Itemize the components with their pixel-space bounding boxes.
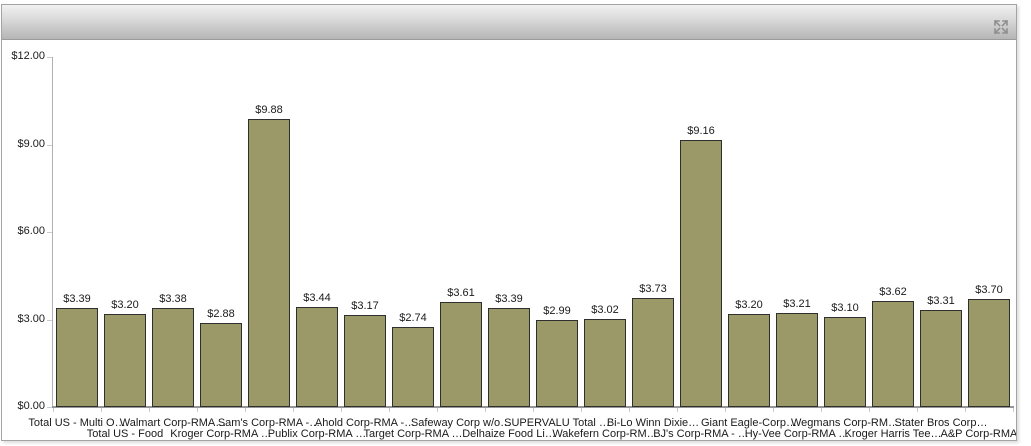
bar-value-label: $9.88 [255, 103, 283, 116]
x-axis-tick [53, 408, 54, 412]
bar-value-label: $3.17 [351, 299, 379, 312]
bar-value-label: $3.20 [735, 298, 763, 311]
bar-value-label: $3.20 [111, 298, 139, 311]
x-axis-label: Wakefern Corp-RM… [552, 428, 658, 440]
x-axis-label: Stater Bros Corp… [894, 417, 988, 429]
x-axis-label: Sam's Corp-RMA -… [217, 417, 321, 429]
x-axis-label: Total US - Multi O… [28, 417, 126, 429]
x-axis-tick [965, 408, 966, 412]
bar[interactable] [776, 313, 818, 407]
y-axis-tick [47, 320, 52, 321]
x-axis-tick [485, 408, 486, 412]
y-axis-tick-label: $3.00 [17, 313, 45, 325]
x-axis-tick [197, 408, 198, 412]
x-axis-tick [869, 408, 870, 412]
y-axis-tick-label: $9.00 [17, 138, 45, 150]
x-axis-label: Wegmans Corp-RM… [791, 417, 899, 429]
x-axis-tick [293, 408, 294, 412]
bar[interactable] [248, 118, 290, 407]
x-axis-tick [149, 408, 150, 412]
bar-value-label: $2.74 [399, 312, 427, 325]
bar[interactable] [872, 301, 914, 407]
x-axis-tick [677, 408, 678, 412]
bar-value-label: $3.70 [975, 284, 1003, 297]
bar[interactable] [632, 298, 674, 407]
maximize-button[interactable] [992, 18, 1010, 36]
bar-value-label: $3.62 [879, 286, 907, 299]
x-axis-label: BJ's Corp-RMA - … [653, 428, 749, 440]
x-axis-label: Publix Corp-RMA … [267, 428, 367, 440]
x-axis-tick [917, 408, 918, 412]
x-axis-tick [389, 408, 390, 412]
y-axis-tick [47, 407, 52, 408]
x-axis-label: Bi-Lo Winn Dixie… [606, 417, 700, 429]
bar[interactable] [56, 308, 98, 407]
x-axis-tick [533, 408, 534, 412]
bar[interactable] [440, 301, 482, 407]
x-axis-label: Total US - Food [86, 428, 164, 440]
bar[interactable] [728, 313, 770, 407]
x-axis-label: Ahold Corp-RMA -… [314, 417, 416, 429]
bar-value-label: $3.73 [639, 283, 667, 296]
bar[interactable] [392, 327, 434, 407]
x-axis-label: SUPERVALU Total … [504, 417, 610, 429]
bar-chart: $0.00 $3.00 $6.00 $9.00 $12.00 $3.39 Total US … [2, 5, 1016, 440]
bar[interactable] [344, 314, 386, 407]
panel-header [2, 5, 1016, 40]
bar-value-label: $3.31 [927, 295, 955, 308]
y-axis-tick [47, 232, 52, 233]
x-axis-tick [773, 408, 774, 412]
bar-value-label: $3.61 [447, 286, 475, 299]
y-axis-tick-label: $6.00 [17, 225, 45, 237]
x-axis-tick [245, 408, 246, 412]
y-axis-tick-label: $12.00 [11, 50, 45, 62]
bar-value-label: $3.39 [63, 293, 91, 306]
bar-value-label: $3.21 [783, 298, 811, 311]
y-axis-tick [47, 145, 52, 146]
bar[interactable] [152, 308, 194, 407]
dashboard-panel: $0.00 $3.00 $6.00 $9.00 $12.00 $3.39 Total US … [1, 4, 1017, 441]
bar-value-label: $3.39 [495, 293, 523, 306]
bar[interactable] [584, 318, 626, 407]
bar-value-label: $3.38 [159, 293, 187, 306]
x-axis-tick [1013, 408, 1014, 412]
x-axis-label: A&P Corp-RMA - … [940, 428, 1017, 440]
x-axis-label: Delhaize Food Li… [462, 428, 556, 440]
bar-value-label: $9.16 [687, 124, 715, 137]
x-axis-tick [629, 408, 630, 412]
x-axis-tick [437, 408, 438, 412]
x-axis-tick [821, 408, 822, 412]
y-axis-tick [47, 57, 52, 58]
x-axis-label: Safeway Corp w/o… [410, 417, 512, 429]
x-axis-label: Giant Eagle-Corp… [701, 417, 797, 429]
x-axis-label: Walmart Corp-RMA… [119, 417, 227, 429]
x-axis-label: Hy-Vee Corp-RMA … [744, 428, 850, 440]
bar[interactable] [536, 319, 578, 407]
x-axis-tick [581, 408, 582, 412]
x-axis-label: Target Corp-RMA … [363, 428, 463, 440]
bar-value-label: $3.10 [831, 301, 859, 314]
y-axis-line [52, 57, 53, 407]
x-axis-label: Kroger Corp-RMA … [170, 428, 272, 440]
x-axis-tick [101, 408, 102, 412]
bar-value-label: $2.88 [207, 308, 235, 320]
bar[interactable] [104, 313, 146, 407]
x-axis-tick [725, 408, 726, 412]
x-axis-tick [341, 408, 342, 412]
bar-value-label: $3.44 [303, 291, 331, 304]
x-axis-label: Kroger Harris Tee… [844, 428, 942, 440]
bar[interactable] [200, 323, 242, 407]
bar[interactable] [488, 308, 530, 407]
x-axis-line [52, 406, 1014, 408]
bar-value-label: $2.99 [543, 304, 571, 317]
bar-value-label: $3.02 [591, 303, 619, 316]
bar[interactable] [968, 299, 1010, 407]
y-axis-tick-label: $0.00 [17, 400, 45, 412]
bar[interactable] [296, 306, 338, 407]
bar[interactable] [680, 139, 722, 407]
bar[interactable] [920, 310, 962, 407]
maximize-icon [993, 19, 1009, 35]
bar[interactable] [824, 316, 866, 407]
